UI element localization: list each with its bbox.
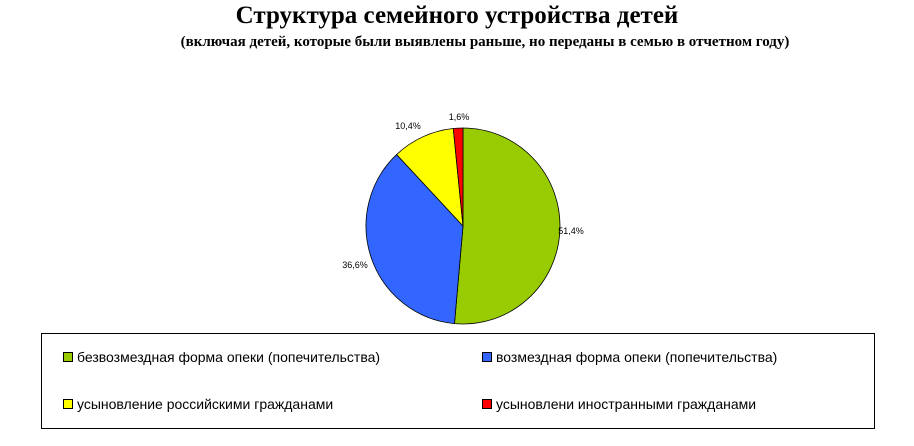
- pie-slice-free-guardianship: [454, 127, 561, 325]
- pie-label-free-guardianship: 51,4%: [558, 226, 584, 236]
- pie-label-paid-guardianship: 36,6%: [342, 260, 368, 270]
- legend-label-russian-adoption: усыновление российскими гражданами: [77, 396, 334, 412]
- legend-item-foreign-adoption: усыновлени иностранными гражданами: [482, 396, 756, 412]
- chart-title: Структура семейного устройства детей: [235, 2, 679, 29]
- legend-swatch-russian-adoption: [63, 399, 73, 409]
- legend-swatch-free-guardianship: [63, 352, 73, 362]
- pie-slice-paid-guardianship: [365, 153, 464, 325]
- pie-slice-foreign-adoption: [452, 127, 464, 227]
- legend-item-free-guardianship: безвозмездная форма опеки (попечительств…: [63, 349, 380, 365]
- pie-label-russian-adoption: 10,4%: [395, 121, 421, 131]
- legend-item-paid-guardianship: возмездная форма опеки (попечительства): [482, 349, 777, 365]
- legend-swatch-paid-guardianship: [482, 352, 492, 362]
- legend-swatch-foreign-adoption: [482, 399, 492, 409]
- legend-label-free-guardianship: безвозмездная форма опеки (попечительств…: [77, 349, 381, 365]
- legend-label-foreign-adoption: усыновлени иностранными гражданами: [496, 396, 757, 412]
- pie-label-foreign-adoption: 1,6%: [449, 112, 470, 122]
- chart-subtitle: (включая детей, которые были выявлены ра…: [180, 34, 790, 50]
- legend: безвозмездная форма опеки (попечительств…: [41, 333, 875, 429]
- legend-item-russian-adoption: усыновление российскими гражданами: [63, 396, 333, 412]
- legend-label-paid-guardianship: возмездная форма опеки (попечительства): [496, 349, 778, 365]
